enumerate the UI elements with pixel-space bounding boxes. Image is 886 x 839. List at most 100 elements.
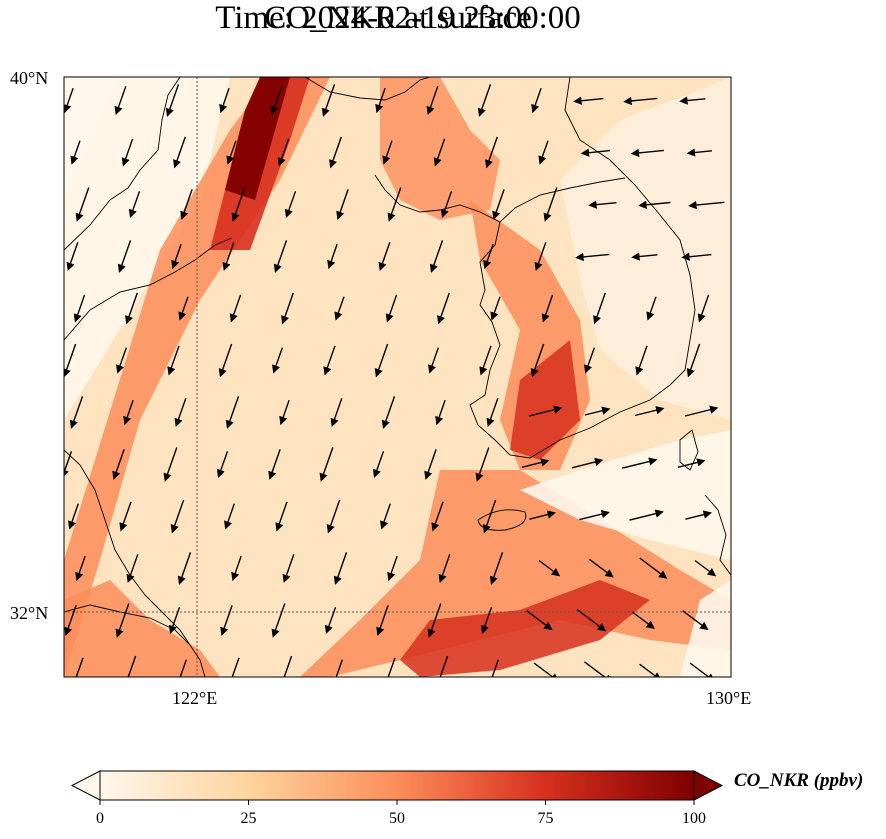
coastline-liaodong — [304, 77, 431, 101]
wind-arrow — [321, 84, 336, 117]
wind-arrow — [593, 292, 606, 325]
wind-arrow — [438, 554, 451, 584]
wind-arrow — [283, 655, 293, 677]
wind-arrow — [332, 659, 343, 677]
wind-arrow — [486, 398, 499, 428]
wind-arrow — [222, 242, 235, 272]
wind-arrow — [584, 347, 595, 374]
wind-arrow — [119, 501, 132, 532]
coastline-kyushu — [704, 494, 731, 576]
lon-tick-122: 122°E — [172, 688, 218, 708]
concentration-field — [64, 77, 731, 677]
wind-arrow — [180, 189, 193, 220]
concentration-plume — [400, 580, 650, 677]
wind-arrow — [323, 345, 336, 376]
wind-arrow — [475, 447, 490, 482]
lat-tick-40: 40°N — [10, 68, 49, 88]
wind-arrow — [629, 509, 664, 521]
wind-arrow — [684, 405, 719, 417]
wind-arrow — [121, 138, 134, 167]
wind-arrow — [64, 605, 77, 636]
wind-arrow — [538, 140, 549, 165]
concentration-plume — [64, 77, 230, 420]
wind-arrow — [220, 605, 233, 636]
coastline-tsushima — [679, 429, 699, 471]
wind-arrow — [694, 559, 717, 577]
wind-arrow — [621, 457, 658, 469]
wind-arrow — [580, 148, 610, 157]
wind-arrow — [112, 449, 125, 480]
wind-arrow — [216, 451, 229, 479]
wind-arrow — [374, 343, 389, 378]
wind-arrow — [281, 292, 294, 325]
wind-arrow — [387, 187, 402, 222]
wind-arrow — [330, 398, 343, 428]
wind-arrow — [531, 87, 542, 114]
wind-arrow — [284, 191, 297, 219]
wind-arrow — [372, 451, 385, 479]
coastline-korea-east — [564, 77, 696, 386]
wind-arrow — [631, 611, 655, 629]
wind-arrow — [178, 296, 189, 321]
colorbar — [70, 770, 724, 805]
colorbar-tick-0: 0 — [96, 810, 104, 827]
wind-arrow — [333, 552, 348, 585]
concentration-plume — [520, 430, 731, 560]
wind-arrow — [492, 189, 505, 220]
wind-arrow — [428, 347, 439, 374]
wind-arrow — [489, 552, 504, 585]
wind-arrow — [125, 292, 138, 325]
wind-arrow — [571, 457, 604, 469]
wind-arrow — [480, 607, 493, 635]
colorbar-tick-25: 25 — [240, 810, 257, 827]
wind-arrow — [479, 345, 492, 376]
wind-arrow — [282, 554, 295, 584]
wind-arrow — [224, 503, 235, 530]
colorbar-tick-100: 100 — [682, 810, 706, 827]
wind-arrow — [538, 559, 561, 577]
wind-arrow — [334, 296, 345, 321]
concentration-plume — [560, 77, 731, 420]
wind-arrow — [115, 603, 130, 638]
wind-arrow — [380, 503, 391, 530]
wind-arrow — [170, 499, 185, 534]
wind-arrow — [677, 458, 706, 468]
wind-arrow — [682, 610, 709, 631]
wind-arrow — [685, 510, 712, 520]
wind-arrow — [329, 136, 342, 169]
wind-arrow — [117, 240, 132, 273]
wind-arrow — [225, 396, 240, 429]
wind-arrow — [488, 659, 499, 677]
wind-arrow — [681, 252, 712, 261]
wind-vectors — [64, 84, 725, 677]
wind-arrow — [116, 347, 127, 374]
wind-arrow — [634, 406, 665, 417]
wind-arrow — [268, 449, 281, 480]
wind-arrow — [385, 294, 398, 323]
wind-arrow — [482, 499, 497, 534]
colorbar-tick-75: 75 — [537, 810, 554, 827]
wind-arrow — [319, 447, 334, 482]
coastlines — [64, 77, 731, 677]
wind-arrow — [697, 294, 710, 323]
concentration-plume — [510, 340, 580, 460]
concentration-plume — [380, 77, 500, 220]
wind-arrow — [638, 200, 671, 210]
wind-arrow — [427, 603, 442, 638]
wind-arrow — [231, 657, 240, 677]
wind-arrow — [271, 603, 286, 638]
wind-arrow — [114, 86, 127, 116]
wind-arrow — [168, 607, 181, 635]
wind-arrow — [70, 140, 81, 165]
concentration-plume — [64, 580, 220, 677]
wind-arrow — [575, 252, 610, 262]
wind-arrow — [226, 140, 237, 165]
wind-arrow — [270, 86, 283, 116]
wind-arrow — [631, 252, 658, 261]
wind-arrow — [382, 140, 393, 165]
wind-arrow — [431, 501, 444, 532]
wind-arrow — [426, 86, 439, 116]
wind-arrow — [375, 87, 386, 114]
wind-arrow — [229, 294, 242, 323]
